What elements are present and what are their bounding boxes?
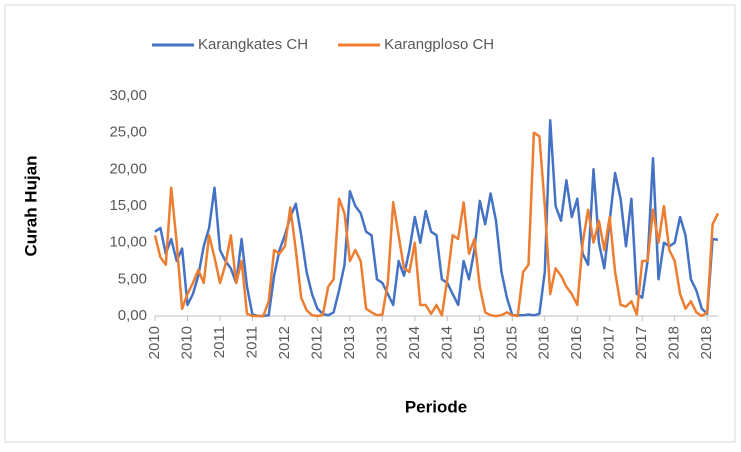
- x-tick-label: 2012: [276, 326, 293, 359]
- chart-border: [4, 4, 736, 443]
- x-tick-label: 2013: [373, 326, 390, 359]
- y-tick-label: 30,00: [109, 87, 147, 104]
- x-tick-label: 2018: [666, 326, 683, 359]
- y-tick-label: 25,00: [109, 124, 147, 141]
- x-tick-label: 2015: [503, 326, 520, 359]
- x-tick-label: 2017: [601, 326, 618, 359]
- y-tick-label: 20,00: [109, 160, 147, 177]
- x-axis-title: Periode: [405, 397, 467, 416]
- legend-label: Karangkates CH: [198, 36, 308, 53]
- x-tick-label: 2012: [308, 326, 325, 359]
- x-tick-label: 2011: [243, 326, 260, 358]
- x-tick-label: 2016: [536, 326, 553, 359]
- x-tick-label: 2018: [698, 326, 715, 359]
- y-tick-label: 0,00: [118, 307, 147, 324]
- y-axis-title: Curah Hujan: [21, 155, 40, 256]
- x-tick-label: 2010: [178, 326, 195, 359]
- x-tick-label: 2013: [341, 326, 358, 359]
- y-tick-label: 10,00: [109, 234, 147, 251]
- x-tick-label: 2017: [633, 326, 650, 359]
- y-tick-label: 15,00: [109, 197, 147, 214]
- x-tick-label: 2015: [471, 326, 488, 359]
- series-line: [153, 131, 720, 318]
- x-tick-label: 2014: [406, 326, 423, 359]
- series-line: [154, 118, 719, 318]
- x-tick-label: 2010: [146, 326, 163, 359]
- x-tick-label: 2011: [211, 326, 228, 358]
- legend-label: Karangploso CH: [384, 36, 494, 53]
- x-tick-label: 2016: [568, 326, 585, 359]
- x-tick-label: 2014: [438, 326, 455, 359]
- y-tick-label: 5,00: [118, 270, 147, 287]
